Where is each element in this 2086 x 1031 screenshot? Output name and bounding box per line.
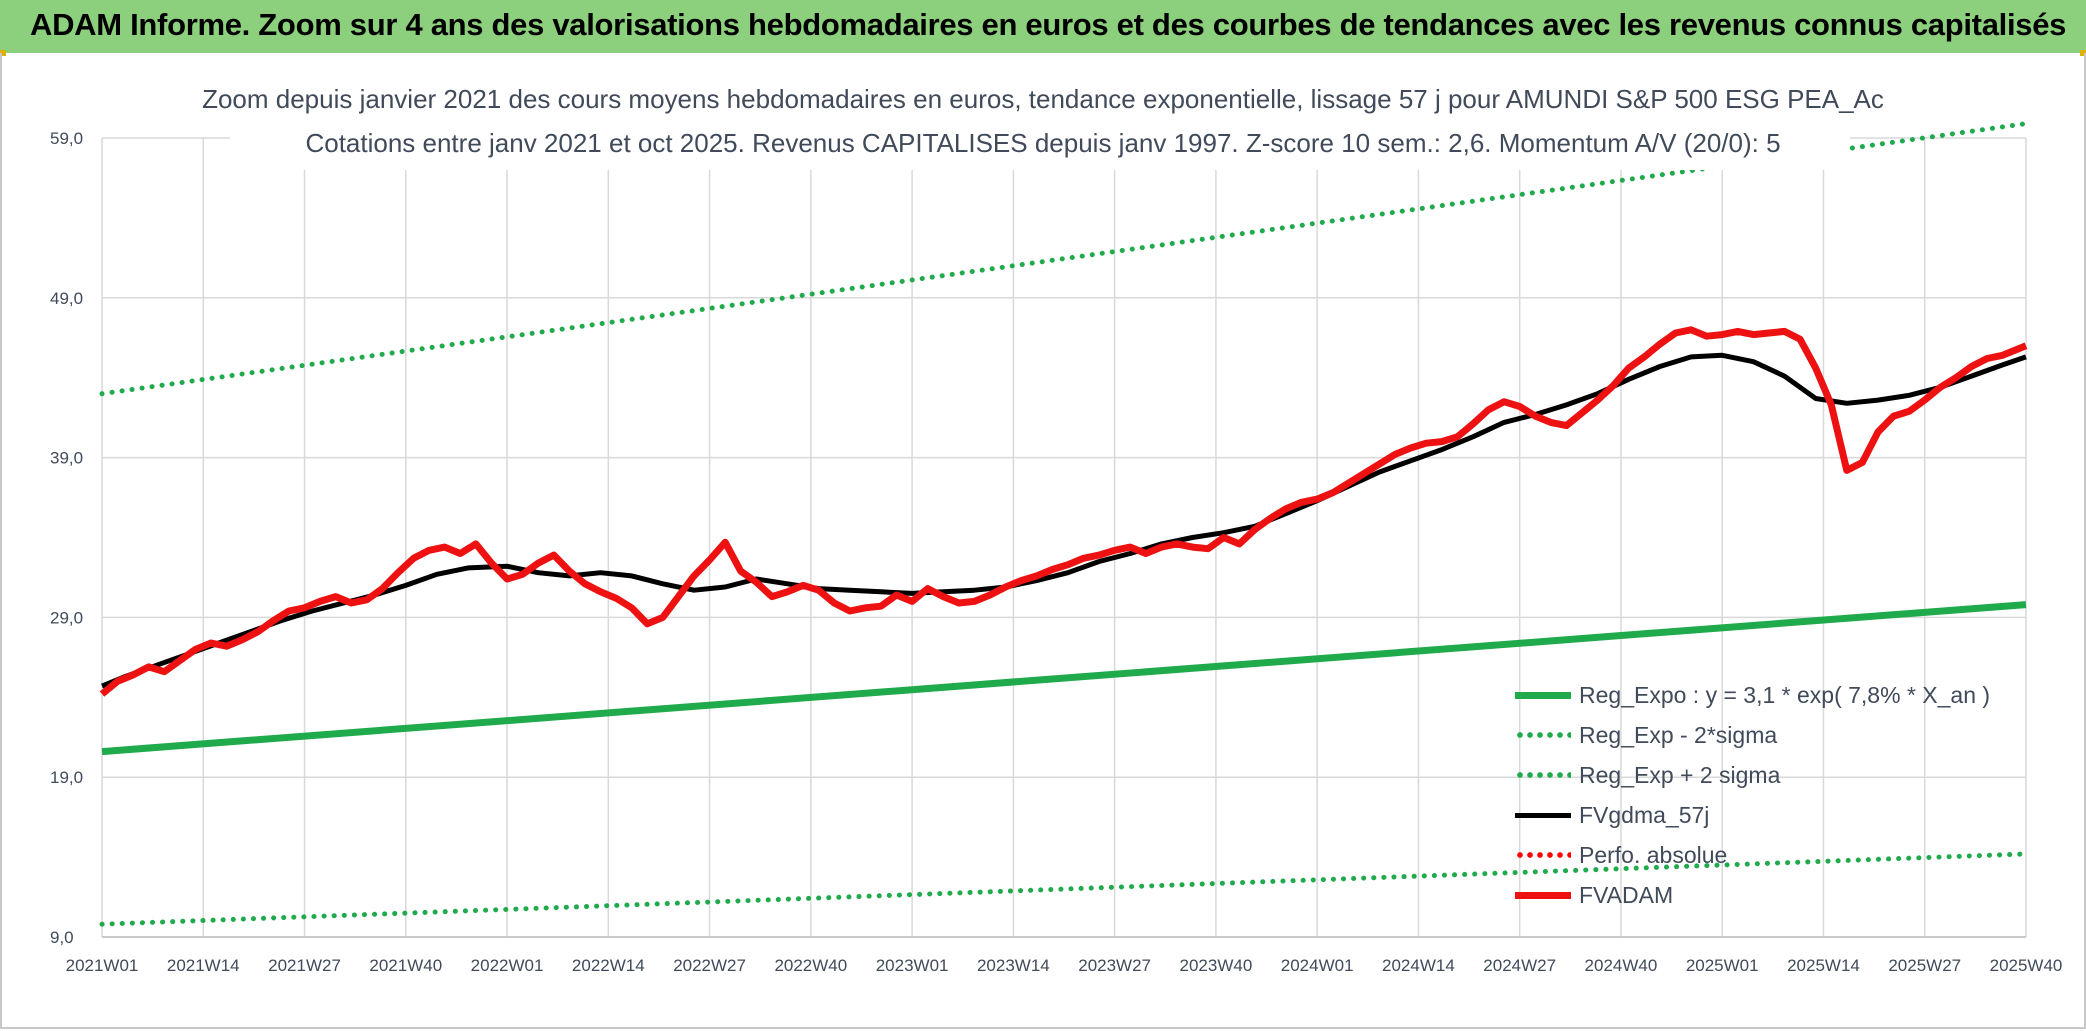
chart-subtitle: Cotations entre janv 2021 et oct 2025. R… bbox=[305, 128, 1781, 158]
x-tick-label: 2023W14 bbox=[977, 956, 1050, 975]
legend-item: FVADAM bbox=[1515, 875, 1990, 915]
x-tick-label: 2021W01 bbox=[66, 956, 139, 975]
chart-legend: Reg_Expo : y = 3,1 * exp( 7,8% * X_an ) R… bbox=[1515, 675, 1990, 915]
legend-item: Reg_Exp - 2*sigma bbox=[1515, 715, 1990, 755]
y-tick-label: 39,0 bbox=[50, 449, 83, 468]
legend-swatch bbox=[1515, 772, 1571, 778]
legend-item: Reg_Expo : y = 3,1 * exp( 7,8% * X_an ) bbox=[1515, 675, 1990, 715]
legend-label: Reg_Exp + 2 sigma bbox=[1579, 761, 1781, 788]
chart-frame bbox=[0, 53, 2086, 1029]
series-line-5 bbox=[99, 326, 2028, 697]
legend-label: FVADAM bbox=[1579, 881, 1674, 908]
x-tick-label: 2022W27 bbox=[673, 956, 746, 975]
legend-label: Perfo. absolue bbox=[1579, 841, 1728, 868]
series-layer bbox=[99, 121, 2029, 927]
legend-swatch bbox=[1515, 891, 1571, 899]
chart-title-background bbox=[230, 78, 1850, 170]
legend-item: FVgdma_57j bbox=[1515, 795, 1990, 835]
banner-corner-left bbox=[0, 50, 6, 56]
x-tick-label: 2024W40 bbox=[1585, 956, 1658, 975]
x-tick-label: 2025W40 bbox=[1990, 956, 2063, 975]
legend-swatch bbox=[1515, 852, 1571, 858]
x-tick-label: 2021W40 bbox=[369, 956, 442, 975]
legend-swatch bbox=[1515, 812, 1571, 818]
legend-swatch bbox=[1515, 691, 1571, 699]
legend-label: FVgdma_57j bbox=[1579, 801, 1710, 828]
chart-title: Zoom depuis janvier 2021 des cours moyen… bbox=[202, 84, 1884, 114]
legend-label: Reg_Expo : y = 3,1 * exp( 7,8% * X_an ) bbox=[1579, 681, 1991, 708]
x-tick-label: 2022W01 bbox=[471, 956, 544, 975]
series-line-0 bbox=[101, 601, 2027, 756]
y-tick-label: 29,0 bbox=[50, 608, 83, 627]
x-tick-label: 2021W27 bbox=[268, 956, 341, 975]
x-tick-label: 2024W27 bbox=[1483, 956, 1556, 975]
legend-item: Reg_Exp + 2 sigma bbox=[1515, 755, 1990, 795]
y-axis: 9,0 19,0 29,0 39,0 49,0 59,0 bbox=[50, 129, 83, 947]
x-tick-label: 2024W14 bbox=[1382, 956, 1455, 975]
y-tick-label: 9,0 bbox=[50, 928, 74, 947]
legend-item: Perfo. absolue bbox=[1515, 835, 1990, 875]
x-tick-label: 2024W01 bbox=[1281, 956, 1354, 975]
report-title: ADAM Informe. Zoom sur 4 ans des valoris… bbox=[30, 7, 2067, 42]
series-line-3 bbox=[101, 352, 2027, 689]
x-tick-label: 2025W01 bbox=[1686, 956, 1759, 975]
x-tick-label: 2025W14 bbox=[1787, 956, 1860, 975]
x-tick-label: 2022W40 bbox=[774, 956, 847, 975]
x-tick-label: 2023W40 bbox=[1180, 956, 1253, 975]
x-tick-label: 2022W14 bbox=[572, 956, 645, 975]
report-banner: ADAM Informe. Zoom sur 4 ans des valoris… bbox=[0, 0, 2086, 53]
y-tick-label: 49,0 bbox=[50, 289, 83, 308]
series-line-2 bbox=[99, 121, 2029, 397]
y-tick-label: 19,0 bbox=[50, 768, 83, 787]
x-axis: 2021W01 2021W14 2021W27 2021W40 2022W01 2022W… bbox=[66, 956, 2063, 975]
y-tick-label: 59,0 bbox=[50, 129, 83, 148]
series-line-1 bbox=[99, 851, 2029, 927]
legend-label: Reg_Exp - 2*sigma bbox=[1579, 721, 1778, 748]
banner-corner-right bbox=[2080, 50, 2086, 56]
legend-swatch bbox=[1515, 732, 1571, 738]
x-tick-label: 2021W14 bbox=[167, 956, 240, 975]
x-tick-label: 2025W27 bbox=[1888, 956, 1961, 975]
x-tick-label: 2023W01 bbox=[876, 956, 949, 975]
x-tick-label: 2023W27 bbox=[1078, 956, 1151, 975]
